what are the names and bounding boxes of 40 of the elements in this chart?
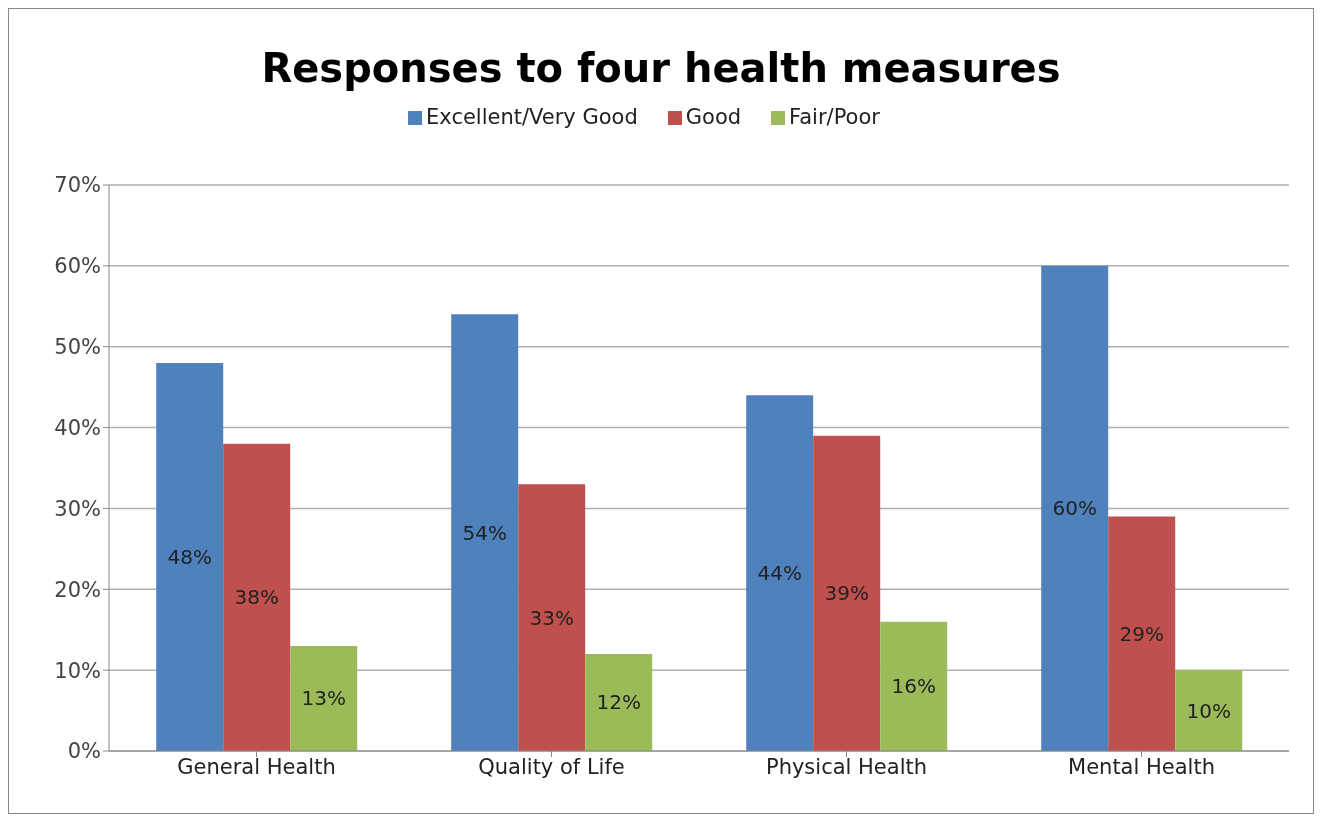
bar [451, 314, 519, 751]
bar [290, 645, 358, 751]
bar [813, 435, 881, 751]
y-tick-label: 0% [67, 739, 101, 764]
bar [1041, 265, 1109, 751]
data-label: 16% [891, 674, 936, 699]
data-label: 38% [234, 585, 279, 610]
data-label: 54% [462, 520, 507, 545]
bar [223, 443, 291, 751]
y-tick-label: 60% [54, 254, 101, 279]
bar [1108, 516, 1176, 751]
data-label: 48% [167, 544, 212, 569]
bar [1175, 670, 1243, 751]
y-tick-label: 30% [54, 496, 101, 521]
y-tick-label: 40% [54, 416, 101, 441]
bar [518, 484, 586, 751]
y-tick-label: 50% [54, 335, 101, 360]
y-tick-label: 10% [54, 658, 101, 683]
data-label: 29% [1119, 621, 1164, 646]
data-label: 10% [1186, 698, 1231, 723]
bar [746, 395, 814, 751]
data-label: 12% [596, 690, 641, 715]
data-label: 33% [529, 605, 574, 630]
data-label: 13% [301, 686, 346, 711]
y-tick-label: 70% [54, 173, 101, 198]
bar [880, 621, 948, 751]
bar [156, 362, 224, 751]
data-label: 39% [824, 581, 869, 606]
x-tick-label: General Health [177, 754, 336, 779]
legend-label: Good [685, 105, 742, 129]
x-tick-label: Mental Health [1068, 754, 1215, 779]
bar [585, 653, 653, 751]
legend-label: Excellent/Very Good [426, 105, 638, 129]
x-tick-label: Quality of Life [478, 754, 625, 779]
data-label: 44% [757, 561, 802, 586]
chart-title: Responses to four health measures [260, 44, 1062, 93]
y-tick-label: 20% [54, 577, 101, 602]
data-label: 60% [1052, 496, 1097, 521]
legend-label: Fair/Poor [789, 105, 880, 129]
x-tick-label: Physical Health [765, 754, 928, 779]
